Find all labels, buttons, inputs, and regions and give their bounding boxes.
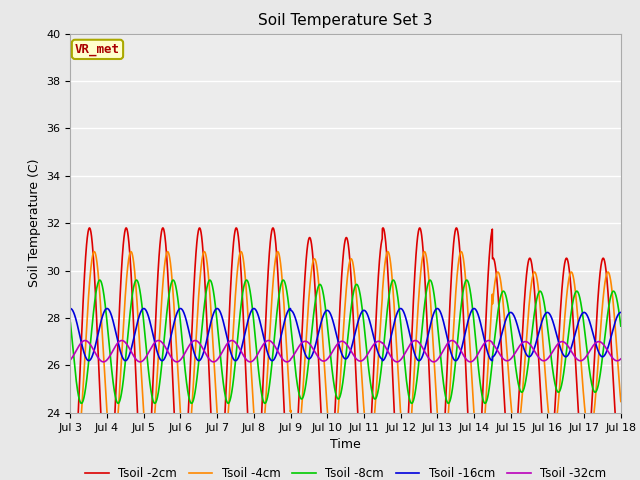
Tsoil -16cm xyxy=(278,331,285,336)
Line: Tsoil -4cm: Tsoil -4cm xyxy=(70,252,621,456)
Tsoil -2cm xyxy=(607,326,614,332)
Tsoil -8cm xyxy=(607,295,614,301)
Tsoil -4cm xyxy=(278,273,285,279)
Tsoil -16cm xyxy=(606,337,614,343)
Tsoil -8cm xyxy=(77,400,85,406)
Title: Soil Temperature Set 3: Soil Temperature Set 3 xyxy=(259,13,433,28)
Tsoil -16cm xyxy=(162,352,170,358)
Tsoil -32cm xyxy=(81,337,89,343)
Tsoil -32cm xyxy=(302,338,310,344)
Line: Tsoil -8cm: Tsoil -8cm xyxy=(70,280,621,403)
Tsoil -16cm xyxy=(617,310,625,315)
Tsoil -8cm xyxy=(67,320,74,325)
Tsoil -4cm xyxy=(302,344,310,349)
Tsoil -8cm xyxy=(547,354,555,360)
Tsoil -2cm xyxy=(163,247,170,252)
Tsoil -8cm xyxy=(617,323,625,329)
Tsoil -8cm xyxy=(278,279,285,285)
Tsoil -4cm xyxy=(607,276,614,282)
Tsoil -2cm xyxy=(130,321,138,326)
Tsoil -8cm xyxy=(96,277,104,283)
Line: Tsoil -32cm: Tsoil -32cm xyxy=(70,340,621,362)
Tsoil -2cm xyxy=(547,456,555,462)
Tsoil -32cm xyxy=(67,357,74,363)
Tsoil -4cm xyxy=(617,398,625,404)
Tsoil -4cm xyxy=(547,428,555,434)
Tsoil -2cm xyxy=(302,263,310,269)
Tsoil -32cm xyxy=(607,352,614,358)
Tsoil -32cm xyxy=(130,353,138,359)
Tsoil -8cm xyxy=(130,285,138,290)
Line: Tsoil -16cm: Tsoil -16cm xyxy=(70,309,621,360)
X-axis label: Time: Time xyxy=(330,438,361,451)
Tsoil -32cm xyxy=(278,355,285,361)
Tsoil -2cm xyxy=(86,225,93,231)
Tsoil -2cm xyxy=(617,469,625,475)
Tsoil -32cm xyxy=(547,351,555,357)
Tsoil -4cm xyxy=(72,453,80,458)
Tsoil -4cm xyxy=(67,410,74,416)
Tsoil -4cm xyxy=(130,259,138,264)
Line: Tsoil -2cm: Tsoil -2cm xyxy=(70,228,621,480)
Tsoil -16cm xyxy=(129,337,137,343)
Tsoil -16cm xyxy=(85,358,93,363)
Tsoil -32cm xyxy=(617,356,625,362)
Tsoil -8cm xyxy=(163,316,170,322)
Tsoil -4cm xyxy=(163,252,170,258)
Tsoil -32cm xyxy=(163,346,170,351)
Text: VR_met: VR_met xyxy=(75,43,120,56)
Tsoil -16cm xyxy=(301,352,309,358)
Legend: Tsoil -2cm, Tsoil -4cm, Tsoil -8cm, Tsoil -16cm, Tsoil -32cm: Tsoil -2cm, Tsoil -4cm, Tsoil -8cm, Tsoi… xyxy=(81,462,611,480)
Tsoil -16cm xyxy=(547,313,555,319)
Tsoil -16cm xyxy=(67,306,74,312)
Tsoil -8cm xyxy=(302,383,310,388)
Y-axis label: Soil Temperature (C): Soil Temperature (C) xyxy=(28,159,41,288)
Tsoil -4cm xyxy=(90,249,98,254)
Tsoil -32cm xyxy=(100,359,108,365)
Tsoil -2cm xyxy=(278,356,285,361)
